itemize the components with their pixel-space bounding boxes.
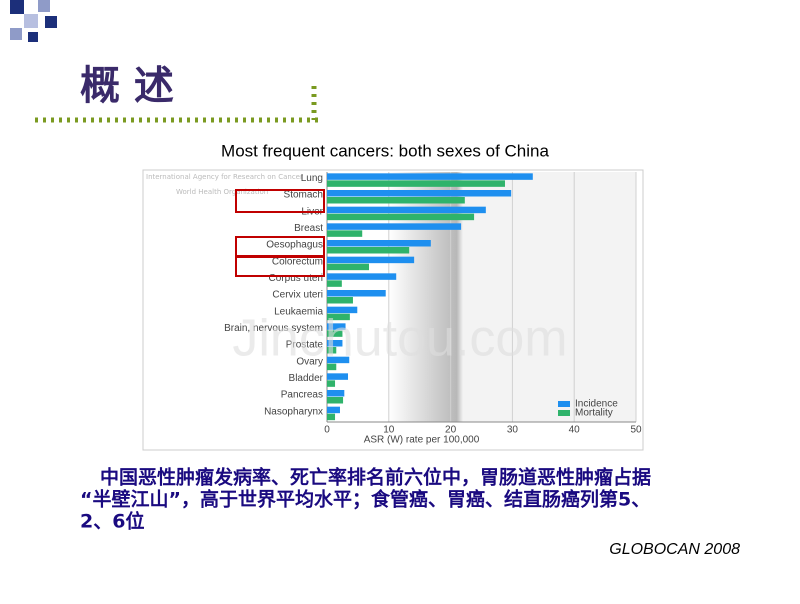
highlight-box (235, 255, 325, 277)
x-tick-label: 40 (569, 425, 581, 436)
y-tick-label: Corpus uteri (269, 273, 323, 284)
chart-title: Most frequent cancers: both sexes of Chi… (221, 141, 549, 160)
y-tick-label: Colorectum (272, 256, 323, 267)
x-axis-title: ASR (W) rate per 100,000 (364, 435, 480, 446)
slide-title: 概 述 (80, 63, 174, 109)
y-tick-label: Nasopharynx (264, 406, 323, 417)
bar (327, 256, 415, 264)
bar (327, 180, 505, 187)
legend-label: Mortality (575, 408, 613, 419)
legend-swatch (558, 410, 570, 416)
bar (327, 290, 386, 297)
y-tick-label: Leukaemia (274, 306, 323, 317)
bar (327, 313, 350, 321)
bar (327, 363, 337, 371)
y-tick-label: Lung (301, 173, 323, 184)
bar (327, 173, 533, 180)
bar (327, 247, 410, 254)
highlight-box (235, 189, 325, 213)
y-tick-label: Breast (294, 223, 323, 234)
y-tick-label: Oesophagus (266, 240, 323, 251)
x-tick-label: 10 (383, 425, 395, 436)
x-tick-label: 0 (324, 425, 330, 436)
x-tick-label: 20 (445, 425, 457, 436)
y-tick-label: Stomach (284, 190, 323, 201)
bar (327, 297, 353, 304)
legend-swatch (558, 401, 570, 407)
bar (327, 273, 397, 280)
y-tick-label: Pancreas (281, 390, 323, 401)
bar (327, 380, 336, 387)
x-tick-label: 30 (507, 425, 519, 436)
y-tick-label: Bladder (289, 373, 324, 384)
y-tick-label: Brain, nervous system (224, 323, 323, 334)
y-tick-label: Prostate (286, 340, 324, 351)
bar (327, 413, 336, 421)
logo-text: World Health Organization (176, 188, 268, 196)
chart: 0 10 20 30 40 50 ASR (W) rate per 100,000 Lung S… (224, 172, 642, 446)
bar (327, 223, 462, 230)
bar (327, 406, 340, 414)
bar (327, 330, 343, 337)
bar (327, 356, 350, 364)
bar (327, 347, 337, 354)
bar (327, 373, 349, 380)
y-tick-label: Ovary (296, 356, 323, 367)
bar (327, 213, 475, 221)
source: GLOBOCAN 2008 (609, 541, 740, 558)
legend-label: Incidence (575, 399, 618, 410)
bar (327, 280, 342, 287)
bar (327, 206, 486, 214)
bar (327, 340, 343, 347)
body-line: 中国恶性肿瘤发病率、死亡率排名前六位中，胃肠道恶性肿瘤占据 (100, 466, 651, 489)
logo-text: International Agency for Research on Can… (146, 173, 303, 181)
bar (327, 240, 431, 247)
bar (327, 397, 344, 404)
bar (327, 197, 465, 204)
bar (327, 230, 363, 237)
body-line: “半壁江山”，高于世界平均水平；食管癌、胃癌、结直肠癌列第5、 (80, 488, 650, 511)
corner-squares (10, 0, 57, 42)
bar (327, 306, 358, 314)
body-line: 2、6位 (80, 510, 144, 533)
bar (327, 190, 512, 197)
bar (327, 390, 345, 397)
bar (327, 323, 346, 330)
x-tick-label: 50 (630, 425, 642, 436)
bar (327, 263, 370, 271)
watermark: Jinchutou.com (232, 310, 567, 368)
y-tick-label: Cervix uteri (272, 290, 323, 301)
